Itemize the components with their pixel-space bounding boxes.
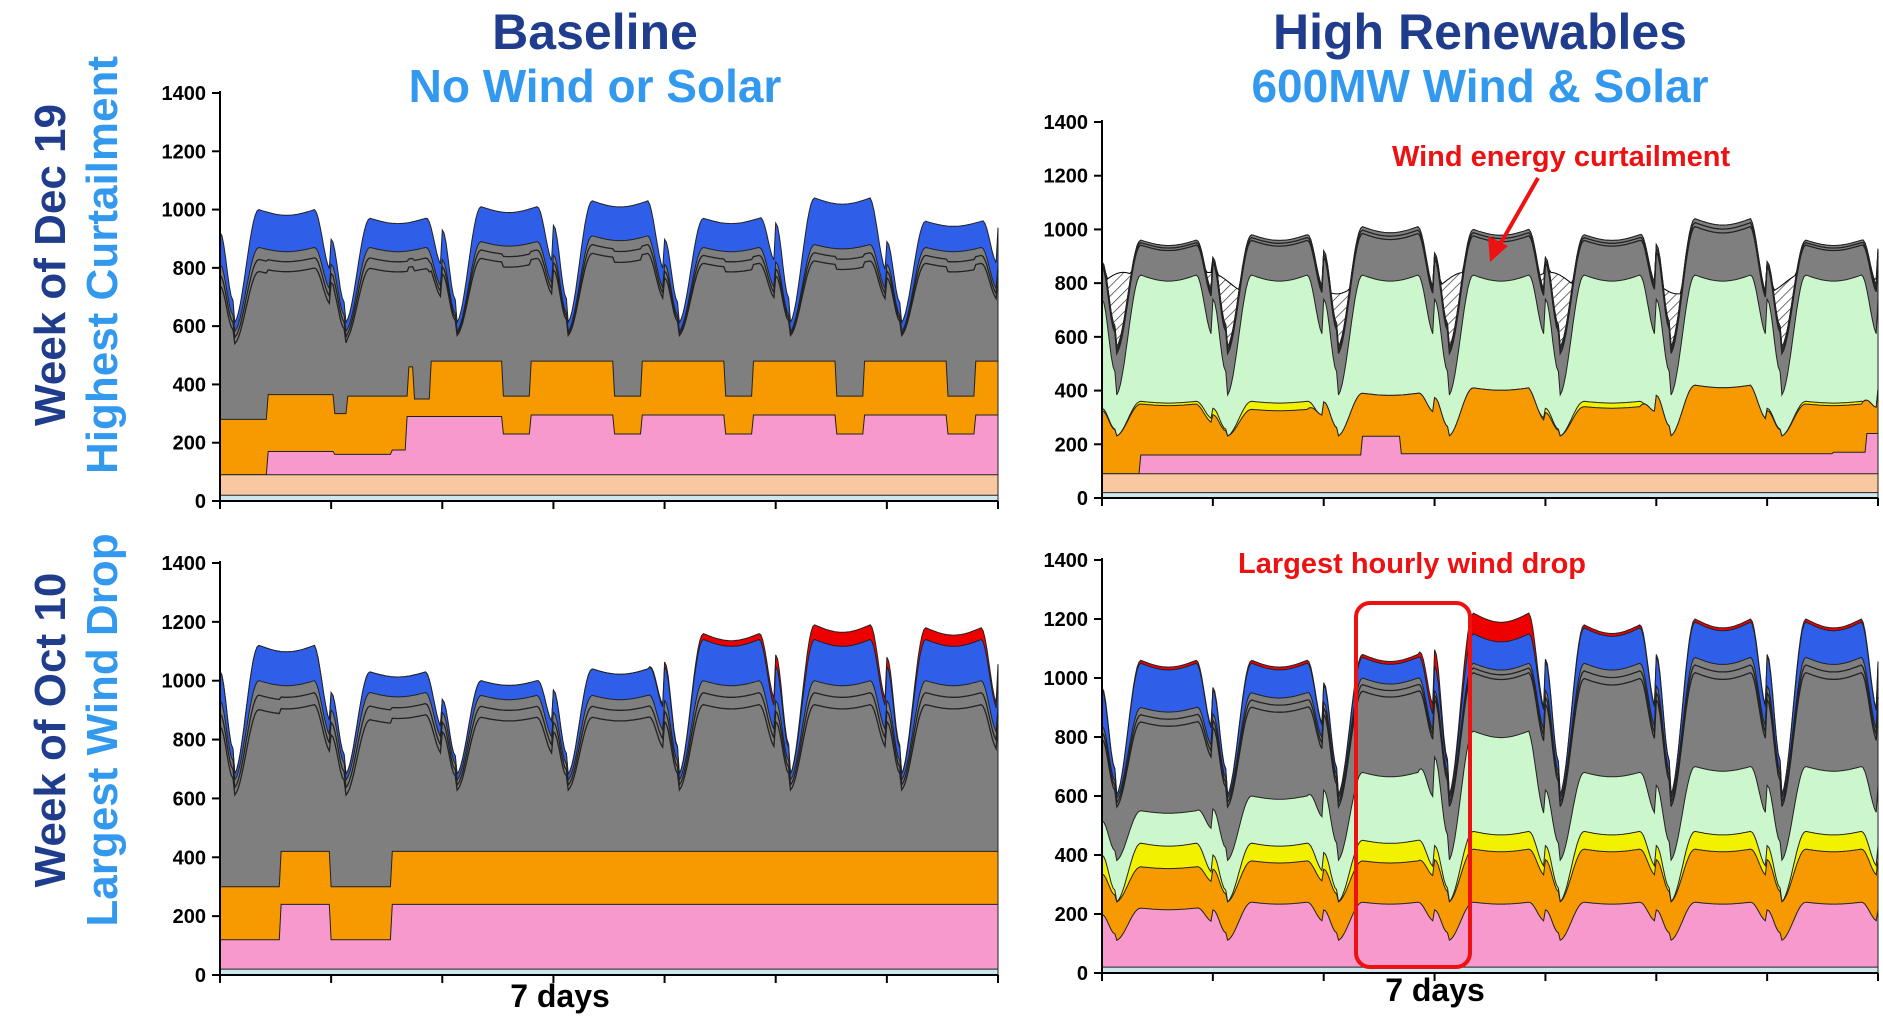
- y-tick-label: 800: [1055, 727, 1088, 749]
- y-tick-label: 600: [173, 788, 206, 810]
- y-tick-label: 1000: [1044, 219, 1089, 241]
- x-axis-label-right: 7 days: [1385, 972, 1485, 1008]
- y-tick-label: 1400: [162, 553, 207, 575]
- series-pink: [219, 903, 999, 976]
- y-tick-label: 1400: [1044, 112, 1089, 134]
- y-tick-label: 0: [195, 491, 206, 513]
- series-base: [1101, 492, 1879, 499]
- y-tick-label: 800: [1055, 273, 1088, 295]
- chart-baseline-oct: 0 200 400 600 800 1000 1200 1400: [162, 553, 999, 987]
- gray-band-line: [1101, 664, 1879, 805]
- column-title-text: High Renewables: [1273, 4, 1687, 60]
- annotation-wind-drop: Largest hourly wind drop: [1238, 548, 1587, 580]
- y-tick-label: 200: [173, 906, 206, 928]
- gray-band-line: [1101, 671, 1879, 810]
- y-tick-label: 800: [173, 730, 206, 752]
- y-tick-label: 800: [173, 258, 206, 280]
- y-tick-label: 0: [1077, 488, 1088, 510]
- y-tick-label: 0: [195, 965, 206, 987]
- y-tick-label: 1000: [162, 671, 207, 693]
- column-subtitle-text: 600MW Wind & Solar: [1251, 60, 1709, 112]
- series-base: [1101, 966, 1879, 974]
- y-tick-label: 1000: [162, 200, 207, 222]
- annotation-curtailment: Wind energy curtailment: [1392, 141, 1731, 173]
- gray-band-line: [219, 691, 999, 790]
- y-tick-label: 1400: [1044, 550, 1089, 572]
- y-tick-label: 1200: [162, 612, 207, 634]
- y-tick-label: 600: [173, 316, 206, 338]
- curtailment-arrow: [1488, 177, 1540, 262]
- y-tick-label: 1200: [162, 141, 207, 163]
- column-subtitle-text: No Wind or Solar: [408, 60, 782, 112]
- arrow-shaft: [1496, 177, 1540, 249]
- chart-renewables-oct: 0 200 400 600 800 1000 1200 1400: [1044, 550, 1879, 985]
- gray-band-line: [219, 252, 999, 346]
- y-tick-label: 400: [173, 374, 206, 396]
- wind-drop-highlight-box: [1354, 601, 1472, 969]
- y-tick-label: 0: [1077, 963, 1088, 985]
- chart-baseline-dec: 0 200 400 600 800 1000 1200 1400: [162, 83, 999, 513]
- column-title-text: Baseline: [492, 4, 698, 60]
- series-base: [219, 494, 999, 502]
- x-axis-label-left: 7 days: [510, 978, 610, 1014]
- series-pink: [1101, 901, 1879, 974]
- series-peach: [1101, 473, 1879, 499]
- y-tick-label: 200: [1055, 434, 1088, 456]
- arrow-head: [1488, 236, 1508, 262]
- column-title-baseline: Baseline No Wind or Solar: [275, 4, 915, 112]
- y-tick-label: 400: [173, 847, 206, 869]
- series-peach: [219, 474, 999, 502]
- y-tick-label: 400: [1055, 845, 1088, 867]
- gray-band-line: [219, 243, 999, 340]
- y-tick-label: 400: [1055, 381, 1088, 403]
- y-tick-label: 1200: [1044, 166, 1089, 188]
- y-tick-label: 200: [173, 433, 206, 455]
- y-tick-label: 600: [1055, 327, 1088, 349]
- column-title-renewables: High Renewables 600MW Wind & Solar: [1130, 4, 1830, 112]
- y-tick-label: 1000: [1044, 668, 1089, 690]
- series-base: [219, 968, 999, 976]
- y-tick-label: 200: [1055, 904, 1088, 926]
- y-tick-label: 1200: [1044, 609, 1089, 631]
- chart-renewables-dec: 0 200 400 600 800 1000 1200 1400: [1044, 112, 1879, 510]
- gray-band-line: [219, 703, 999, 797]
- y-tick-label: 600: [1055, 786, 1088, 808]
- y-tick-label: 1400: [162, 83, 207, 105]
